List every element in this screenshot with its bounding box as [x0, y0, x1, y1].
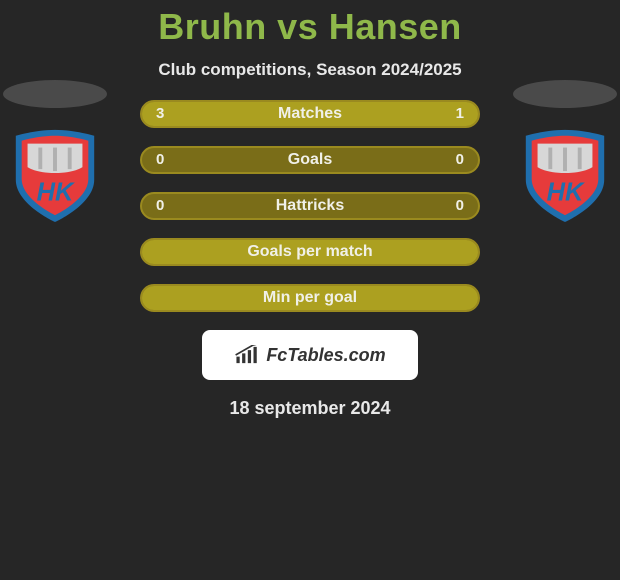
- chart-icon: [234, 345, 260, 365]
- stat-label: Goals per match: [142, 240, 478, 264]
- comparison-panel: HK HK 31Matches 00Goals 00Hattricks Goals p…: [0, 100, 620, 419]
- stat-label: Goals: [142, 148, 478, 172]
- stat-label: Matches: [142, 102, 478, 126]
- stat-row-min-per-goal: Min per goal: [140, 284, 480, 312]
- stat-bars: 31Matches 00Goals 00Hattricks Goals per mat…: [140, 100, 480, 312]
- player-right-panel: HK: [510, 80, 620, 224]
- player-left-panel: HK: [0, 80, 110, 224]
- branding-box: FcTables.com: [202, 330, 418, 380]
- stat-label: Hattricks: [142, 194, 478, 218]
- stat-row-goals-per-match: Goals per match: [140, 238, 480, 266]
- date-label: 18 september 2024: [0, 398, 620, 419]
- stat-row-hattricks: 00Hattricks: [140, 192, 480, 220]
- season-subtitle: Club competitions, Season 2024/2025: [0, 60, 620, 80]
- branding-text: FcTables.com: [266, 345, 385, 366]
- stat-label: Min per goal: [142, 286, 478, 310]
- stat-row-goals: 00Goals: [140, 146, 480, 174]
- stat-row-matches: 31Matches: [140, 100, 480, 128]
- svg-text:HK: HK: [37, 178, 75, 206]
- svg-text:HK: HK: [547, 178, 585, 206]
- club-badge-left: HK: [6, 126, 104, 224]
- club-badge-right: HK: [516, 126, 614, 224]
- player-right-shadow: [513, 80, 617, 108]
- page-title: Bruhn vs Hansen: [0, 0, 620, 48]
- player-left-shadow: [3, 80, 107, 108]
